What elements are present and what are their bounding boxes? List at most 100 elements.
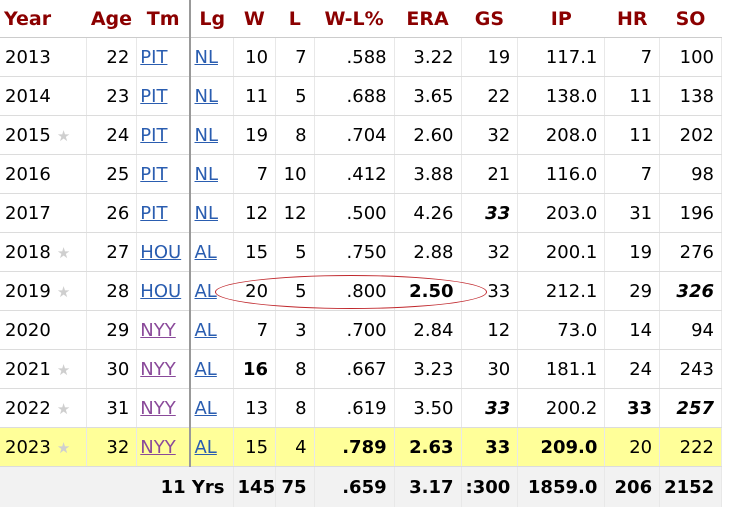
cell-l: 3 <box>275 310 315 350</box>
cell-lg: NL <box>189 193 234 233</box>
league-link[interactable]: AL <box>194 436 217 458</box>
cell-era: 2.84 <box>394 310 462 350</box>
team-link[interactable]: PIT <box>140 124 168 146</box>
team-link[interactable]: NYY <box>140 436 176 458</box>
cell-age: 30 <box>86 349 138 389</box>
cell-tm: NYY <box>136 427 191 467</box>
cell-hr: 11 <box>604 76 661 116</box>
year-value: 2017 <box>5 202 51 224</box>
cell-tm: PIT <box>136 76 191 116</box>
table-row: 2022 ★ 31 NYY AL 13 8.619 3.50 33 200.2 33 257 <box>0 388 722 428</box>
cell-hr: 29 <box>604 271 661 311</box>
team-link[interactable]: PIT <box>140 85 168 107</box>
team-link[interactable]: NYY <box>140 319 176 341</box>
cell-lg: AL <box>189 388 234 428</box>
col-header-wl[interactable]: W-L% <box>314 0 395 38</box>
year-value: 2018 <box>5 241 51 263</box>
cell-w: 7 <box>233 310 277 350</box>
col-header-ip[interactable]: IP <box>517 0 605 38</box>
col-header-gs[interactable]: GS <box>461 0 518 38</box>
cell-year: 2023 ★ <box>0 427 87 467</box>
cell-tm: PIT <box>136 115 191 155</box>
cell-year: 2019 ★ <box>0 271 87 311</box>
cell-year: 2013 <box>0 37 87 77</box>
totals-gs: :300 <box>461 466 519 507</box>
team-link[interactable]: NYY <box>140 358 176 380</box>
year-value: 2013 <box>5 46 51 68</box>
table-row: 2013 22 PIT NL 10 7.588 3.22 19 117.1 7 100 <box>0 37 722 77</box>
cell-ip: 208.0 <box>517 115 606 155</box>
team-link[interactable]: PIT <box>140 46 168 68</box>
cell-hr: 7 <box>604 37 661 77</box>
cell-so: 196 <box>659 193 722 233</box>
cell-era: 2.50 <box>394 271 462 311</box>
cell-age: 22 <box>86 37 138 77</box>
cell-gs: 21 <box>461 154 519 194</box>
year-value: 2023 <box>5 436 51 458</box>
cell-tm: PIT <box>136 154 191 194</box>
cell-w: 19 <box>233 115 277 155</box>
table-row: 2016 25 PIT NL 7 10.412 3.88 21 116.0 7 98 <box>0 154 722 194</box>
cell-tm: NYY <box>136 349 191 389</box>
col-header-era[interactable]: ERA <box>394 0 461 38</box>
league-link[interactable]: NL <box>194 85 218 107</box>
col-header-w[interactable]: W <box>233 0 276 38</box>
cell-year: 2014 <box>0 76 87 116</box>
league-link[interactable]: NL <box>194 124 218 146</box>
cell-age: 27 <box>86 232 138 272</box>
cell-age: 26 <box>86 193 138 233</box>
cell-w: 15 <box>233 427 277 467</box>
cell-l: 12 <box>275 193 315 233</box>
league-link[interactable]: NL <box>194 46 218 68</box>
cell-hr: 24 <box>604 349 661 389</box>
league-link[interactable]: AL <box>194 397 217 419</box>
header-row: Year Age Tm Lg W L W-L% ERA GS IP HR SO <box>0 0 722 38</box>
cell-l: 7 <box>275 37 315 77</box>
team-link[interactable]: PIT <box>140 202 168 224</box>
league-link[interactable]: AL <box>194 241 217 263</box>
table-row: 2015 ★ 24 PIT NL 19 8.704 2.60 32 208.0 11 202 <box>0 115 722 155</box>
cell-ip: 181.1 <box>517 349 606 389</box>
league-link[interactable]: NL <box>194 202 218 224</box>
col-header-so[interactable]: SO <box>659 0 722 38</box>
cell-year: 2016 <box>0 154 87 194</box>
col-header-l[interactable]: L <box>275 0 315 38</box>
cell-w: 11 <box>233 76 277 116</box>
cell-hr: 11 <box>604 115 661 155</box>
col-header-tm[interactable]: Tm <box>136 0 191 38</box>
cell-ip: 116.0 <box>517 154 606 194</box>
league-link[interactable]: AL <box>194 319 217 341</box>
year-value: 2020 <box>5 319 51 341</box>
cell-era: 2.63 <box>394 427 462 467</box>
team-link[interactable]: PIT <box>140 163 168 185</box>
col-header-year[interactable]: Year <box>0 0 87 38</box>
all-star-icon: ★ <box>56 126 71 145</box>
league-link[interactable]: AL <box>194 280 217 302</box>
cell-wl: .500 <box>314 193 395 233</box>
col-header-age[interactable]: Age <box>86 0 137 38</box>
cell-ip: 212.1 <box>517 271 606 311</box>
cell-age: 29 <box>86 310 138 350</box>
team-link[interactable]: HOU <box>140 280 182 302</box>
cell-gs: 32 <box>461 115 519 155</box>
totals-label: 11 Yrs <box>0 466 234 507</box>
league-link[interactable]: AL <box>194 358 217 380</box>
cell-gs: 12 <box>461 310 519 350</box>
cell-era: 2.88 <box>394 232 462 272</box>
cell-age: 25 <box>86 154 138 194</box>
col-header-lg[interactable]: Lg <box>189 0 234 38</box>
cell-wl: .789 <box>314 427 395 467</box>
col-header-hr[interactable]: HR <box>604 0 660 38</box>
cell-gs: 33 <box>461 271 519 311</box>
cell-lg: AL <box>189 310 234 350</box>
cell-hr: 7 <box>604 154 661 194</box>
cell-l: 10 <box>275 154 315 194</box>
cell-w: 15 <box>233 232 277 272</box>
team-link[interactable]: NYY <box>140 397 176 419</box>
cell-year: 2017 <box>0 193 87 233</box>
cell-hr: 14 <box>604 310 661 350</box>
cell-ip: 209.0 <box>517 427 606 467</box>
league-link[interactable]: NL <box>194 163 218 185</box>
team-link[interactable]: HOU <box>140 241 182 263</box>
table-row: 2020 29 NYY AL 7 3.700 2.84 12 73.0 14 94 <box>0 310 722 350</box>
